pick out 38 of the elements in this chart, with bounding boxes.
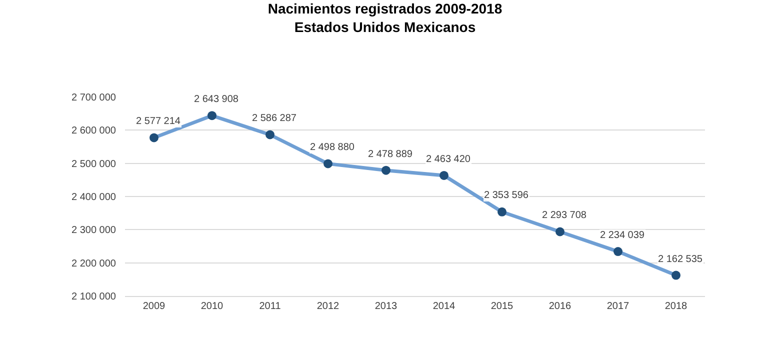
data-label: 2 234 039: [600, 230, 645, 241]
x-tick-label: 2017: [606, 301, 630, 312]
data-label: 2 162 535: [658, 254, 703, 265]
point: [150, 133, 158, 142]
x-tick-label: 2011: [259, 301, 282, 312]
x-tick-label: 2018: [664, 301, 688, 312]
y-tick-label: 2 400 000: [72, 192, 116, 203]
x-tick-label: 2010: [200, 301, 224, 312]
data-label: 2 293 708: [542, 210, 587, 221]
point: [614, 247, 622, 256]
point: [498, 207, 506, 216]
x-tick-label: 2009: [142, 301, 166, 312]
y-tick-label: 2 600 000: [72, 126, 116, 137]
point: [266, 130, 274, 140]
y-tick-label: 2 200 000: [72, 258, 116, 270]
point: [556, 227, 564, 236]
y-tick-label: 2 500 000: [72, 158, 116, 170]
data-label: 2 643 908: [194, 94, 239, 105]
point: [324, 159, 332, 168]
point: [440, 170, 448, 180]
x-tick-label: 2014: [432, 301, 456, 312]
data-label: 2 478 889: [368, 149, 413, 160]
x-tick-label: 2012: [316, 301, 340, 312]
data-label: 2 353 596: [484, 190, 529, 201]
x-tick-label: 2015: [490, 301, 514, 312]
point: [382, 166, 390, 175]
chart-title: Nacimientos registrados 2009-2018 Estados Unidos Mexicanos: [268, 0, 502, 35]
y-tick-label: 2 700 000: [72, 92, 116, 104]
point: [672, 270, 680, 280]
point: [208, 111, 216, 120]
data-label: 2 463 420: [426, 154, 471, 165]
y-tick-label: 2 300 000: [72, 225, 116, 236]
data-label: 2 498 880: [310, 142, 355, 153]
x-tick-label: 2013: [374, 301, 398, 312]
data-label: 2 586 287: [252, 113, 297, 124]
y-tick-label: 2 100 000: [72, 292, 116, 302]
data-label: 2 577 214: [136, 116, 181, 127]
x-tick-label: 2016: [548, 301, 572, 312]
